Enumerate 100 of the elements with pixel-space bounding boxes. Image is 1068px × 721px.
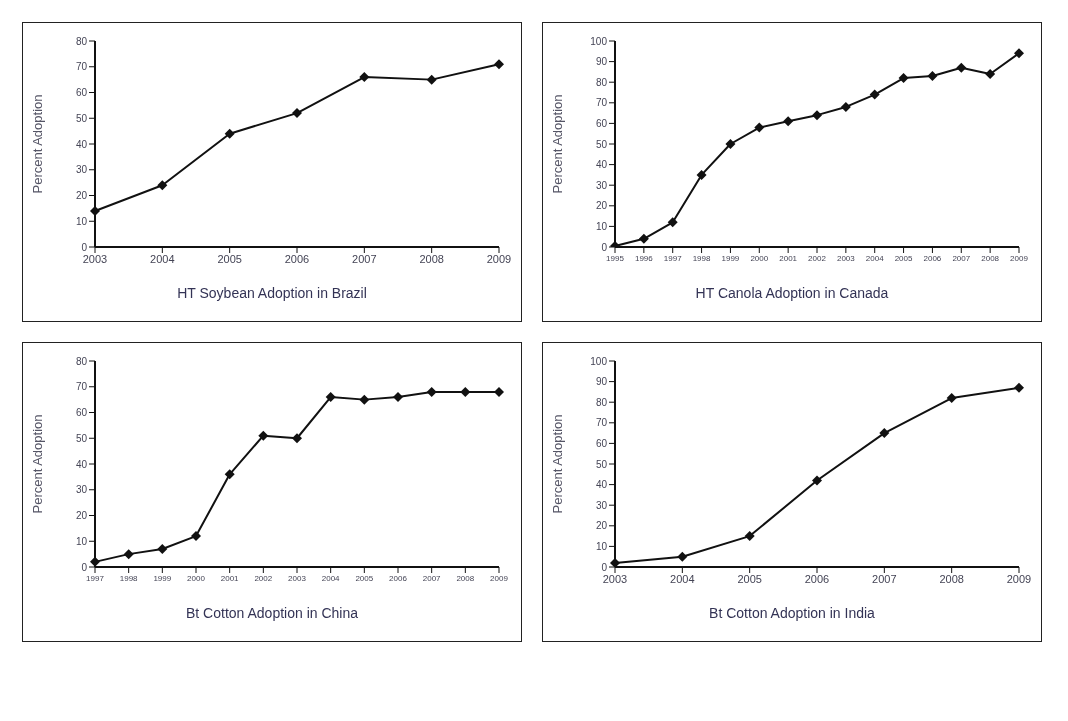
y-tick-label: 70 [75,381,88,393]
x-tick-label: 2003 [82,252,108,265]
x-tick-label: 2004 [150,252,175,265]
y-tick-label: 0 [601,561,608,573]
x-tick-label: 2006 [284,252,310,265]
point [1014,48,1024,59]
x-tick-label: 2000 [187,573,206,583]
point [292,433,302,444]
x-tick-label: 2005 [217,252,242,265]
y-tick-label: 40 [75,458,88,470]
y-tick-label: 50 [75,112,88,124]
x-tick-label: 2008 [939,572,964,585]
y-tick-label: 30 [595,179,608,191]
point [1014,382,1024,393]
y-axis-title: Percent Adoption [549,94,565,194]
x-tick-label: 2007 [872,572,897,585]
y-tick-label: 100 [590,355,608,367]
x-tick-label: 1999 [721,253,740,263]
x-tick-label: 2005 [355,573,374,583]
y-tick-label: 90 [595,56,608,68]
x-tick-label: 1999 [153,573,172,583]
x-tick-label: 2008 [456,573,475,583]
x-tick-label: 2006 [923,253,942,263]
point [956,62,967,73]
x-tick-label: 2004 [321,573,341,583]
x-tick-label: 2007 [352,252,377,265]
text: HT Soybean Adoption in Brazil [176,285,368,301]
x-tick-label: 2009 [1010,253,1029,263]
y-tick-label: 80 [75,355,88,367]
y-tick-label: 20 [75,510,88,522]
point [426,386,437,397]
point [393,392,403,403]
point [157,180,168,191]
x-tick-label: 2009 [486,252,512,265]
point [460,386,471,397]
point [677,551,688,562]
x-tick-label: 2001 [220,573,240,583]
point [667,217,678,228]
point [224,128,235,139]
point [359,394,370,405]
y-tick-label: 60 [75,407,88,419]
point [879,428,890,439]
x-tick-label: 2009 [490,573,509,583]
x-tick-label: 2006 [804,572,830,585]
y-tick-label: 20 [75,190,88,202]
x-tick-label: 2008 [419,252,444,265]
x-tick-label: 2002 [254,573,273,583]
x-tick-label: 2004 [865,253,885,263]
x-tick-label: 1995 [606,253,625,263]
point [638,233,649,244]
y-tick-label: 30 [595,499,608,511]
y-tick-label: 10 [75,535,88,547]
y-tick-label: 80 [595,396,608,408]
y-tick-label: 0 [81,241,88,253]
y-tick-label: 0 [601,241,608,253]
y-tick-label: 60 [595,117,608,129]
x-tick-label: 2005 [737,572,762,585]
y-tick-label: 60 [75,87,88,99]
point [325,392,336,403]
y-tick-label: 80 [75,35,88,47]
y-tick-label: 40 [595,479,608,491]
y-tick-label: 90 [595,376,608,388]
x-tick-label: 1996 [634,253,654,263]
point [927,71,938,82]
point [725,139,736,149]
point [696,169,707,180]
x-tick-label: 1998 [692,253,712,263]
y-tick-label: 30 [75,164,88,176]
point [812,110,822,121]
point [898,73,909,84]
x-tick-label: 2006 [389,573,408,583]
point [783,116,794,127]
point [359,72,370,83]
y-tick-label: 40 [75,138,88,150]
point [494,386,504,397]
y-tick-label: 40 [595,159,608,171]
point [426,74,437,85]
point [494,59,504,70]
y-tick-label: 70 [595,417,608,429]
text: Bt Cotton Adoption in India [708,605,876,621]
point [123,549,134,560]
x-tick-label: 2009 [1006,572,1032,585]
point [258,430,269,441]
y-tick-label: 10 [595,220,608,232]
x-tick-label: 2003 [602,572,628,585]
x-tick-label: 1998 [119,573,139,583]
y-tick-label: 20 [595,200,608,212]
x-tick-label: 2003 [836,253,856,263]
x-tick-label: 2000 [750,253,769,263]
y-tick-label: 70 [595,97,608,109]
x-tick-label: 2007 [952,253,971,263]
x-tick-label: 2002 [808,253,827,263]
y-tick-label: 50 [75,432,88,444]
x-tick-label: 1997 [86,573,105,583]
x-tick-label: 2005 [894,253,914,263]
point [812,475,822,486]
y-axis-title: Percent Adoption [29,94,45,194]
point [840,101,851,112]
x-tick-label: 2003 [288,573,307,583]
y-tick-label: 80 [595,76,608,88]
